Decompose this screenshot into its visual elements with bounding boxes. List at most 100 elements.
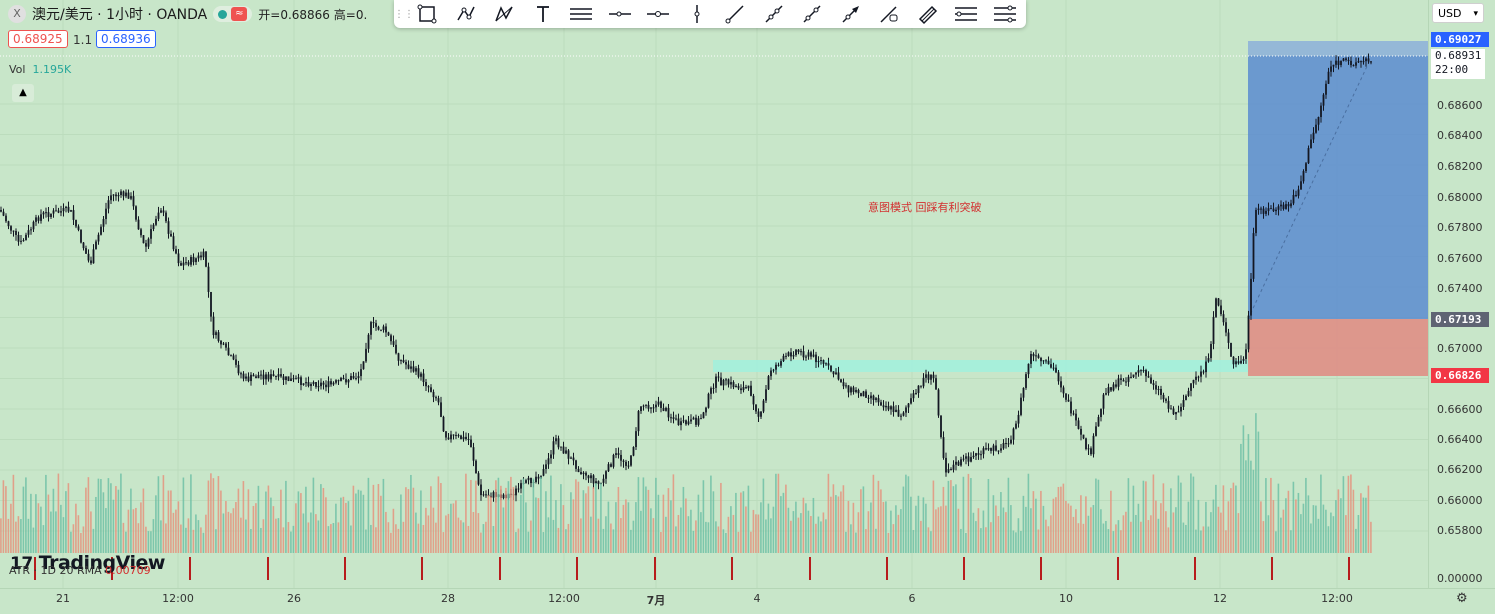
parallel-channel-icon[interactable] <box>909 0 948 28</box>
candle-body <box>777 364 780 366</box>
candle-body <box>925 374 927 378</box>
candle-body <box>1165 399 1167 401</box>
volume-bar <box>437 476 440 553</box>
ask-price-button[interactable]: 0.68936 <box>96 30 156 48</box>
rectangle-tool-icon[interactable] <box>408 0 447 28</box>
candle-body <box>125 192 127 197</box>
volume-bar <box>545 491 547 553</box>
volume-bar <box>720 482 722 553</box>
candle-body <box>867 397 870 399</box>
path-tool-icon[interactable] <box>447 0 486 28</box>
volume-bar <box>57 473 60 553</box>
entry-price-tag[interactable]: 0.67193 <box>1431 312 1489 327</box>
candle-body <box>1070 401 1072 414</box>
candle-body <box>530 477 532 484</box>
volume-bar <box>507 481 510 553</box>
vertical-line-icon[interactable] <box>678 0 717 28</box>
candle-body <box>882 405 885 408</box>
candle-body <box>60 211 62 213</box>
candle-body <box>35 217 37 222</box>
brush-tool-icon[interactable] <box>870 0 909 28</box>
chart-annotation-text[interactable]: 意图模式 回踩有利突破 <box>868 201 982 214</box>
candle-body <box>177 253 180 264</box>
volume-bar <box>580 518 582 553</box>
info-line-icon[interactable] <box>793 0 832 28</box>
candle-body <box>85 248 87 254</box>
fib-retracement-icon[interactable] <box>947 0 986 28</box>
candle-body <box>50 213 52 217</box>
text-tool-icon[interactable] <box>524 0 563 28</box>
volume-bar <box>697 494 700 553</box>
settings-icon[interactable] <box>986 0 1025 28</box>
volume-bar <box>157 476 160 553</box>
volume-bar <box>1022 495 1025 553</box>
cross-line-icon[interactable] <box>639 0 678 28</box>
candle-body <box>277 374 280 377</box>
volume-bar <box>705 521 707 553</box>
arrow-tool-icon[interactable] <box>832 0 871 28</box>
volume-bar <box>695 520 697 553</box>
time-axis[interactable] <box>0 588 1495 614</box>
volume-bar <box>987 479 990 553</box>
candle-body <box>1315 124 1317 133</box>
candle-body <box>805 356 807 358</box>
volume-bar <box>800 513 802 553</box>
ohlc-values: 开=0.68866 高=0. <box>258 7 368 22</box>
extended-line-icon[interactable] <box>755 0 794 28</box>
volume-bar <box>632 520 635 553</box>
price-axis[interactable] <box>1428 0 1495 588</box>
candle-body <box>1340 60 1342 66</box>
time-tick: 12 <box>1213 592 1227 605</box>
candle-body <box>282 376 285 380</box>
candle-body <box>107 200 110 209</box>
volume-bar <box>792 511 795 553</box>
horizontal-line-icon[interactable] <box>601 0 640 28</box>
candle-body <box>1255 209 1257 234</box>
candle-body <box>1102 394 1105 409</box>
volume-bar <box>637 477 640 553</box>
volume-bar <box>1120 530 1122 553</box>
candle-body <box>200 255 202 258</box>
trend-line-icon[interactable] <box>716 0 755 28</box>
bid-price-button[interactable]: 0.68925 <box>8 30 68 48</box>
volume-bar <box>477 513 480 553</box>
volume-bar <box>1147 520 1150 553</box>
settings-gear-icon[interactable]: ⚙ <box>1456 591 1468 606</box>
candle-body <box>452 434 455 436</box>
pattern-tool-icon[interactable] <box>485 0 524 28</box>
collapse-legend-button[interactable]: ▲ <box>12 84 34 102</box>
toolbar-grip-icon[interactable]: ⋮⋮ <box>394 8 414 20</box>
volume-bar <box>910 496 912 553</box>
candle-body <box>872 395 875 400</box>
candle-body <box>80 229 82 243</box>
stop-price-tag[interactable]: 0.66826 <box>1431 368 1489 383</box>
volume-legend[interactable]: Vol 1.195K <box>9 63 71 76</box>
candle-body <box>425 382 427 387</box>
current-price-tag[interactable]: 0.68931 22:00 <box>1431 49 1485 79</box>
candle-body <box>1090 448 1092 455</box>
candle-body <box>737 385 740 389</box>
target-price-tag[interactable]: 0.69027 <box>1431 32 1489 47</box>
symbol-title[interactable]: 澳元/美元 · 1小时 · OANDA <box>32 7 208 23</box>
volume-bar <box>870 502 872 553</box>
currency-select[interactable]: USD ▾ <box>1432 3 1484 23</box>
horizontal-ray-icon[interactable] <box>562 0 601 28</box>
volume-bar <box>650 508 652 553</box>
candle-body <box>967 456 970 462</box>
volume-bar <box>400 494 402 553</box>
volume-bar <box>380 495 382 553</box>
volume-bar <box>497 477 500 553</box>
volume-bar <box>772 506 775 553</box>
atr-legend[interactable]: ATR · 1D 20 RMA 0.00709 <box>9 564 151 577</box>
candle-body <box>167 221 170 234</box>
volume-bar <box>1180 482 1182 553</box>
volume-bar <box>1282 509 1285 553</box>
market-status[interactable]: ≈ <box>213 6 253 22</box>
candle-body <box>1032 354 1035 357</box>
tradingview-logo[interactable]: 17 TradingView <box>10 552 165 574</box>
price-tick: 0.68000 <box>1437 191 1483 204</box>
volume-bar <box>955 484 957 553</box>
candle-body <box>1172 408 1175 415</box>
symbol-icon[interactable]: X <box>8 5 26 23</box>
candle-body <box>57 210 60 213</box>
